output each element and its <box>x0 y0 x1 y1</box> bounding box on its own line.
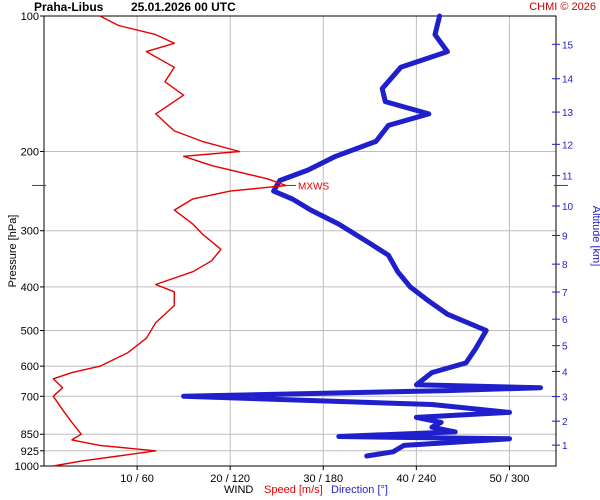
pressure-tick-label: 500 <box>21 326 39 338</box>
x-tick-label: 10 / 60 <box>120 473 154 485</box>
altitude-tick-label: 12 <box>562 140 574 151</box>
credit-label: CHMI © 2026 <box>529 1 596 13</box>
plot-frame <box>43 15 557 467</box>
mxws-label: MXWS <box>298 181 329 192</box>
pressure-tick-label: 300 <box>21 226 39 238</box>
altitude-tick-label: 6 <box>562 315 568 326</box>
pressure-tick-label: 400 <box>21 282 39 294</box>
series-speed-line <box>52 15 287 467</box>
pressure-tick-label: 850 <box>21 429 39 441</box>
pressure-tick-label: 200 <box>21 146 39 158</box>
pressure-tick-label: 925 <box>21 446 39 458</box>
altitude-tick-label: 14 <box>562 75 574 86</box>
altitude-tick-label: 5 <box>562 342 568 353</box>
altitude-tick-label: 8 <box>562 260 568 271</box>
y-axis-label: Pressure [hPa] <box>7 214 19 288</box>
altitude-tick-label: 13 <box>562 108 574 119</box>
altitude-tick-label: 3 <box>562 393 568 404</box>
y2-axis-label: Altitude [km] <box>590 205 600 267</box>
x-tick-label: 30 / 180 <box>303 473 343 485</box>
pressure-tick-label: 100 <box>21 11 39 23</box>
series-direction-line <box>181 13 543 459</box>
annotations: MXWS <box>32 181 568 192</box>
station-name: Praha-Libus <box>34 0 104 14</box>
altitude-tick-label: 4 <box>562 367 568 378</box>
altitude-tick-label: 9 <box>562 231 568 242</box>
x-tick-label: 40 / 240 <box>396 473 436 485</box>
sounding-datetime: 25.01.2026 00 UTC <box>131 0 236 14</box>
x-tick-label: 20 / 120 <box>210 473 250 485</box>
altitude-tick-label: 1 <box>562 441 568 452</box>
x-axis-label-speed: Speed [m/s] <box>264 484 323 496</box>
altitude-tick-label: 15 <box>562 40 574 51</box>
altitude-tick-label: 2 <box>562 417 568 428</box>
x-axis-label-direction: Direction [°] <box>331 484 388 496</box>
x-tick-label: 50 / 300 <box>490 473 530 485</box>
altitude-tick-label: 10 <box>562 202 574 213</box>
altitude-tick-label: 11 <box>562 172 573 183</box>
x-axis-label-wind: WIND <box>224 484 254 496</box>
series <box>52 13 543 467</box>
pressure-tick-label: 600 <box>21 361 39 373</box>
pressure-tick-label: 1000 <box>15 461 39 473</box>
pressure-tick-label: 700 <box>21 391 39 403</box>
altitude-tick-label: 7 <box>562 288 568 299</box>
